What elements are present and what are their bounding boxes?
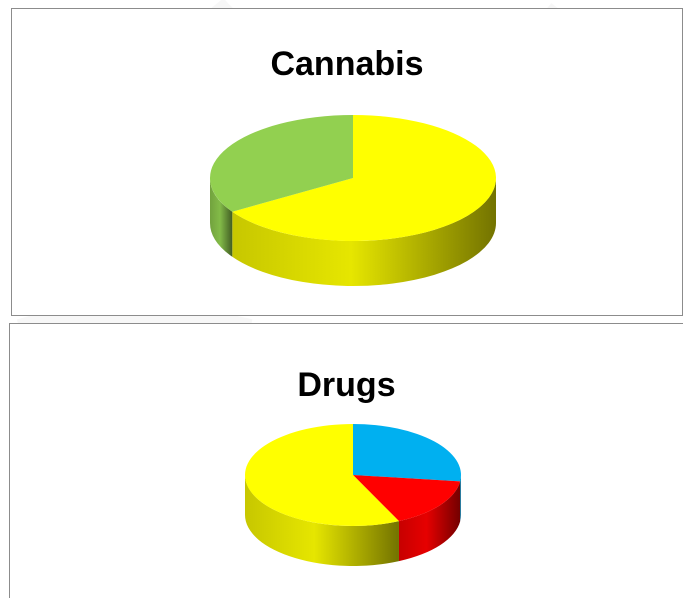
pie-slice-side	[460, 475, 461, 522]
pie-slice	[353, 424, 461, 482]
pie-slice-side	[210, 178, 233, 257]
pie-slice	[353, 475, 461, 522]
drugs-chart: Drugs	[9, 323, 683, 598]
pie-chart	[245, 424, 461, 566]
chart-title: Cannabis	[270, 45, 424, 83]
pie-slice-side	[245, 475, 399, 566]
pie-slice	[232, 115, 496, 241]
pie-slice	[245, 424, 399, 526]
pie-slice-side	[232, 178, 496, 287]
pie-slice-side	[398, 481, 461, 562]
pie-slice	[209, 115, 353, 212]
chart-title: Drugs	[297, 366, 396, 404]
pie-chart	[209, 115, 496, 287]
cannabis-chart: Cannabis	[11, 8, 683, 316]
